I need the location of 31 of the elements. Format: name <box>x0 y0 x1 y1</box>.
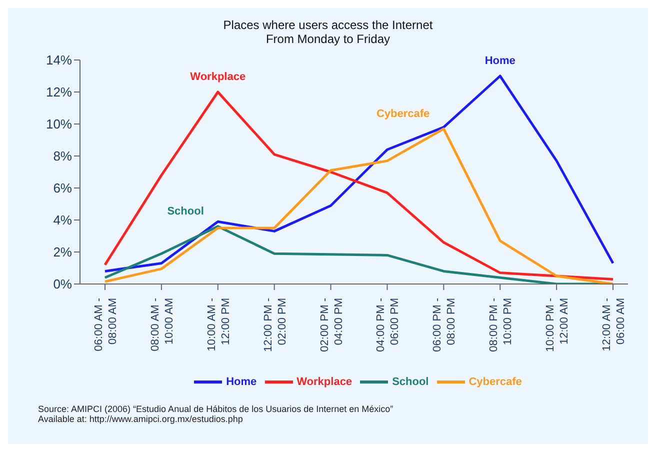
y-tick-label: 2% <box>53 244 72 260</box>
legend-label: Home <box>226 376 257 388</box>
legend-label: School <box>392 376 429 388</box>
text: Workplace <box>190 71 246 83</box>
line-series <box>104 128 614 284</box>
text: School <box>167 205 204 218</box>
text: Available at: http://www.amipci.org.mx/estudios.php <box>38 414 244 424</box>
y-tick-label: 12% <box>46 84 72 100</box>
x-tick-label: 12:00 PM - 02:00 PM <box>262 298 288 352</box>
text: Home <box>484 55 516 67</box>
y-tick-label: 14% <box>46 52 72 68</box>
chart-subtitle: From Monday to Friday <box>264 32 392 46</box>
legend-label: Workplace <box>296 376 352 388</box>
legend-label: Cybercafe <box>468 376 522 388</box>
y-tick-label: 6% <box>53 180 72 196</box>
x-tick-label: 06:00 PM - 08:00 PM <box>432 298 458 352</box>
x-tick-label: 08:00 PM - 10:00 PM <box>488 298 514 352</box>
y-tick-label: 8% <box>53 148 72 164</box>
x-tick-label: 02:00 PM - 04:00 PM <box>318 298 345 352</box>
x-tick-label: 08:00 AM - 10:00 AM <box>149 298 176 352</box>
x-tick-label: 12:00 AM - 06:00 AM <box>601 298 627 352</box>
y-tick-label: 0% <box>53 276 72 292</box>
chart-title: Places where users access the Internet <box>222 18 434 32</box>
y-tick-label: 10% <box>46 116 72 132</box>
y-tick-label: 4% <box>53 212 72 228</box>
source-note: Source: AMIPCI (2006) “Estudio Anual de Hábitos de los Usuarios de Internet en México” <box>38 404 394 414</box>
text: Cybercafe <box>376 108 430 120</box>
x-tick-label: 06:00 AM - 08:00 AM <box>93 298 119 352</box>
x-tick-label: 04:00 PM - 06:00 PM <box>375 298 402 352</box>
x-tick-label: 10:00 AM - 12:00 PM <box>206 298 232 352</box>
x-tick-label: 10:00 PM - 12:00 AM <box>544 298 571 352</box>
